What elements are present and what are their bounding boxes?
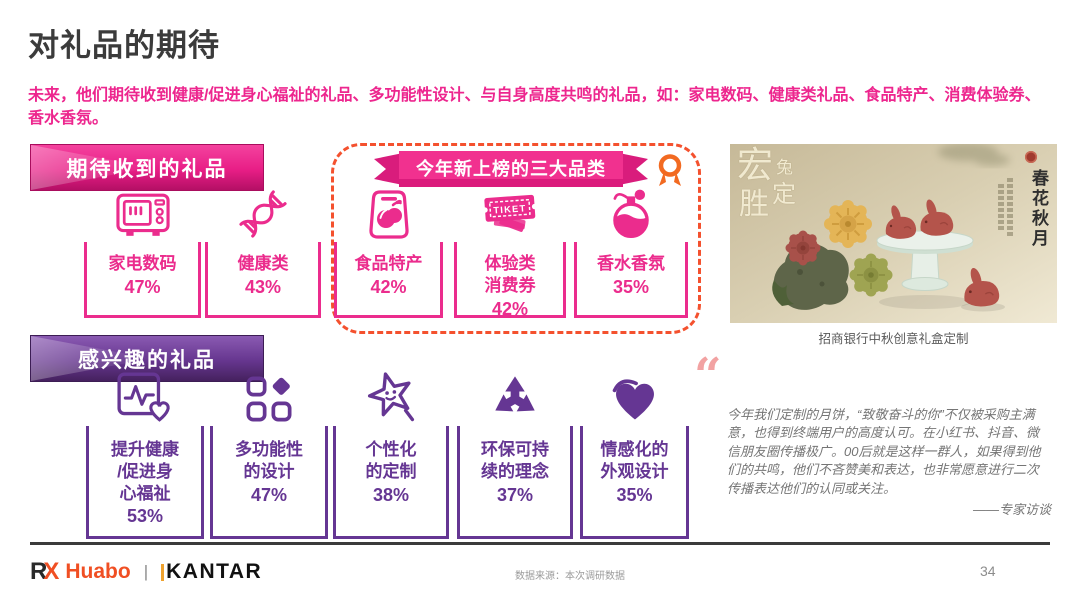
kantar-logo: KANTAR: [161, 560, 262, 584]
photo-scene: [730, 144, 1057, 323]
item-label: 环保可持 续的理念: [481, 440, 549, 481]
banner-label: 期待收到的礼品: [66, 157, 228, 181]
ticket-text: TIKET: [493, 203, 527, 215]
stat-item-food-specialty: 食品特产 42%: [334, 186, 443, 318]
data-source: 数据来源：本次调研数据: [515, 571, 625, 582]
calligraphy-char: 胜: [739, 187, 769, 222]
bracket: 情感化的 外观设计 35%: [580, 426, 689, 539]
stat-item-wellbeing: 提升健康 /促进身 心福祉 53%: [86, 360, 204, 539]
perfume-icon: [606, 186, 656, 240]
rx-logo: RX: [30, 558, 59, 585]
item-label: 香水香氛: [597, 254, 665, 273]
ribbon-shape: [374, 151, 648, 187]
item-value: 47%: [124, 276, 161, 297]
item-value: 53%: [126, 506, 164, 527]
item-value: 38%: [372, 484, 410, 505]
ribbon-label: 今年新上榜的三大品类: [416, 158, 606, 179]
item-value: 42%: [491, 298, 529, 319]
quote-body: 今年我们定制的月饼，“致敬奋斗的你”不仅被采购主满意，也得到终端用户的高度认可。…: [727, 407, 1041, 496]
small-vertical-text: [998, 184, 1004, 232]
shapes-grid-icon: [244, 360, 294, 424]
item-value: 47%: [250, 484, 288, 505]
stat-item-eco: 环保可持 续的理念 37%: [457, 360, 573, 539]
bracket: 食品特产 42%: [334, 242, 443, 318]
dna-icon: [237, 186, 289, 240]
huabo-logo: Huabo: [65, 560, 131, 583]
stat-item-perfume: 香水香氛 35%: [574, 186, 688, 318]
ticket-icon: TIKET: [481, 186, 539, 240]
stat-item-multifunction: 多功能性 的设计 47%: [210, 360, 328, 539]
highlight-box: [331, 143, 701, 334]
photo-caption: 招商银行中秋创意礼盒定制: [818, 332, 969, 346]
bracket: 香水香氛 35%: [574, 242, 688, 318]
item-value: 42%: [370, 276, 407, 297]
item-value: 35%: [616, 484, 653, 505]
bracket: 环保可持 续的理念 37%: [457, 426, 573, 539]
logo-separator: |: [143, 562, 149, 581]
small-vertical-text: [1007, 178, 1013, 236]
bracket: 多功能性 的设计 47%: [210, 426, 328, 539]
highlight-ribbon: 今年新上榜的三大品类: [373, 150, 649, 188]
banner-label: 感兴趣的礼品: [78, 348, 216, 372]
stat-item-emotional-design: 情感化的 外观设计 35%: [580, 360, 689, 539]
stat-item-experience-coupon: TIKET 体验类 消费券 42%: [454, 186, 566, 319]
calligraphy-char: 兔: [776, 158, 793, 178]
page-number: 34: [980, 563, 996, 579]
medal-icon: [653, 152, 687, 192]
heart-icon: [607, 360, 663, 424]
bracket: 健康类 43%: [205, 242, 321, 318]
quote-mark: “: [694, 348, 722, 404]
item-label: 情感化的 外观设计: [600, 440, 669, 481]
page-title: 对礼品的期待: [28, 28, 220, 63]
stat-item-personalization: 个性化 的定制 38%: [333, 360, 449, 539]
bracket: 提升健康 /促进身 心福祉 53%: [86, 426, 204, 539]
calligraphy-char: 定: [772, 180, 796, 208]
gift-box-photo: 宏 兔 胜 定 春花秋月: [730, 144, 1057, 323]
bracket: 个性化 的定制 38%: [333, 426, 449, 539]
item-value: 43%: [244, 276, 282, 297]
quote-attribution: ——专家访谈: [972, 502, 1051, 518]
recycle-icon: [489, 360, 541, 424]
item-label: 健康类: [237, 254, 289, 273]
quote-text: 今年我们定制的月饼，“致敬奋斗的你”不仅被采购主满意，也得到终端用户的高度认可。…: [727, 406, 1051, 520]
stat-item-appliances: 家电数码 47%: [84, 186, 201, 318]
kantar-accent-bar: [161, 563, 165, 581]
footer-logos: RX Huabo | KANTAR: [30, 558, 262, 586]
item-label: 食品特产: [354, 254, 423, 273]
calligraphy-char: 宏: [737, 145, 774, 186]
section-expected-banner: 期待收到的礼品: [30, 144, 264, 191]
bracket: 体验类 消费券 42%: [454, 242, 566, 319]
item-label: 家电数码: [108, 254, 177, 273]
food-bag-icon: [365, 186, 413, 240]
health-monitor-heart-icon: [116, 360, 174, 424]
page-subtitle: 未来，他们期待收到健康/促进身心福祉的礼品、多功能性设计、与自身高度共鸣的礼品，…: [28, 87, 1041, 127]
stat-item-health-category: 健康类 43%: [205, 186, 321, 318]
photo-title-vertical: 春花秋月: [1028, 169, 1048, 249]
red-seal: [1025, 151, 1037, 163]
footer-divider: [30, 542, 1050, 545]
item-label: 提升健康 /促进身 心福祉: [111, 440, 179, 503]
magic-star-icon: [364, 360, 418, 424]
microwave-icon: [115, 186, 171, 240]
item-label: 多功能性 的设计: [235, 440, 303, 481]
item-value: 35%: [612, 276, 650, 297]
item-label: 个性化 的定制: [365, 440, 417, 481]
item-label: 体验类 消费券: [484, 254, 536, 295]
item-value: 37%: [496, 484, 534, 505]
bracket: 家电数码 47%: [84, 242, 201, 318]
